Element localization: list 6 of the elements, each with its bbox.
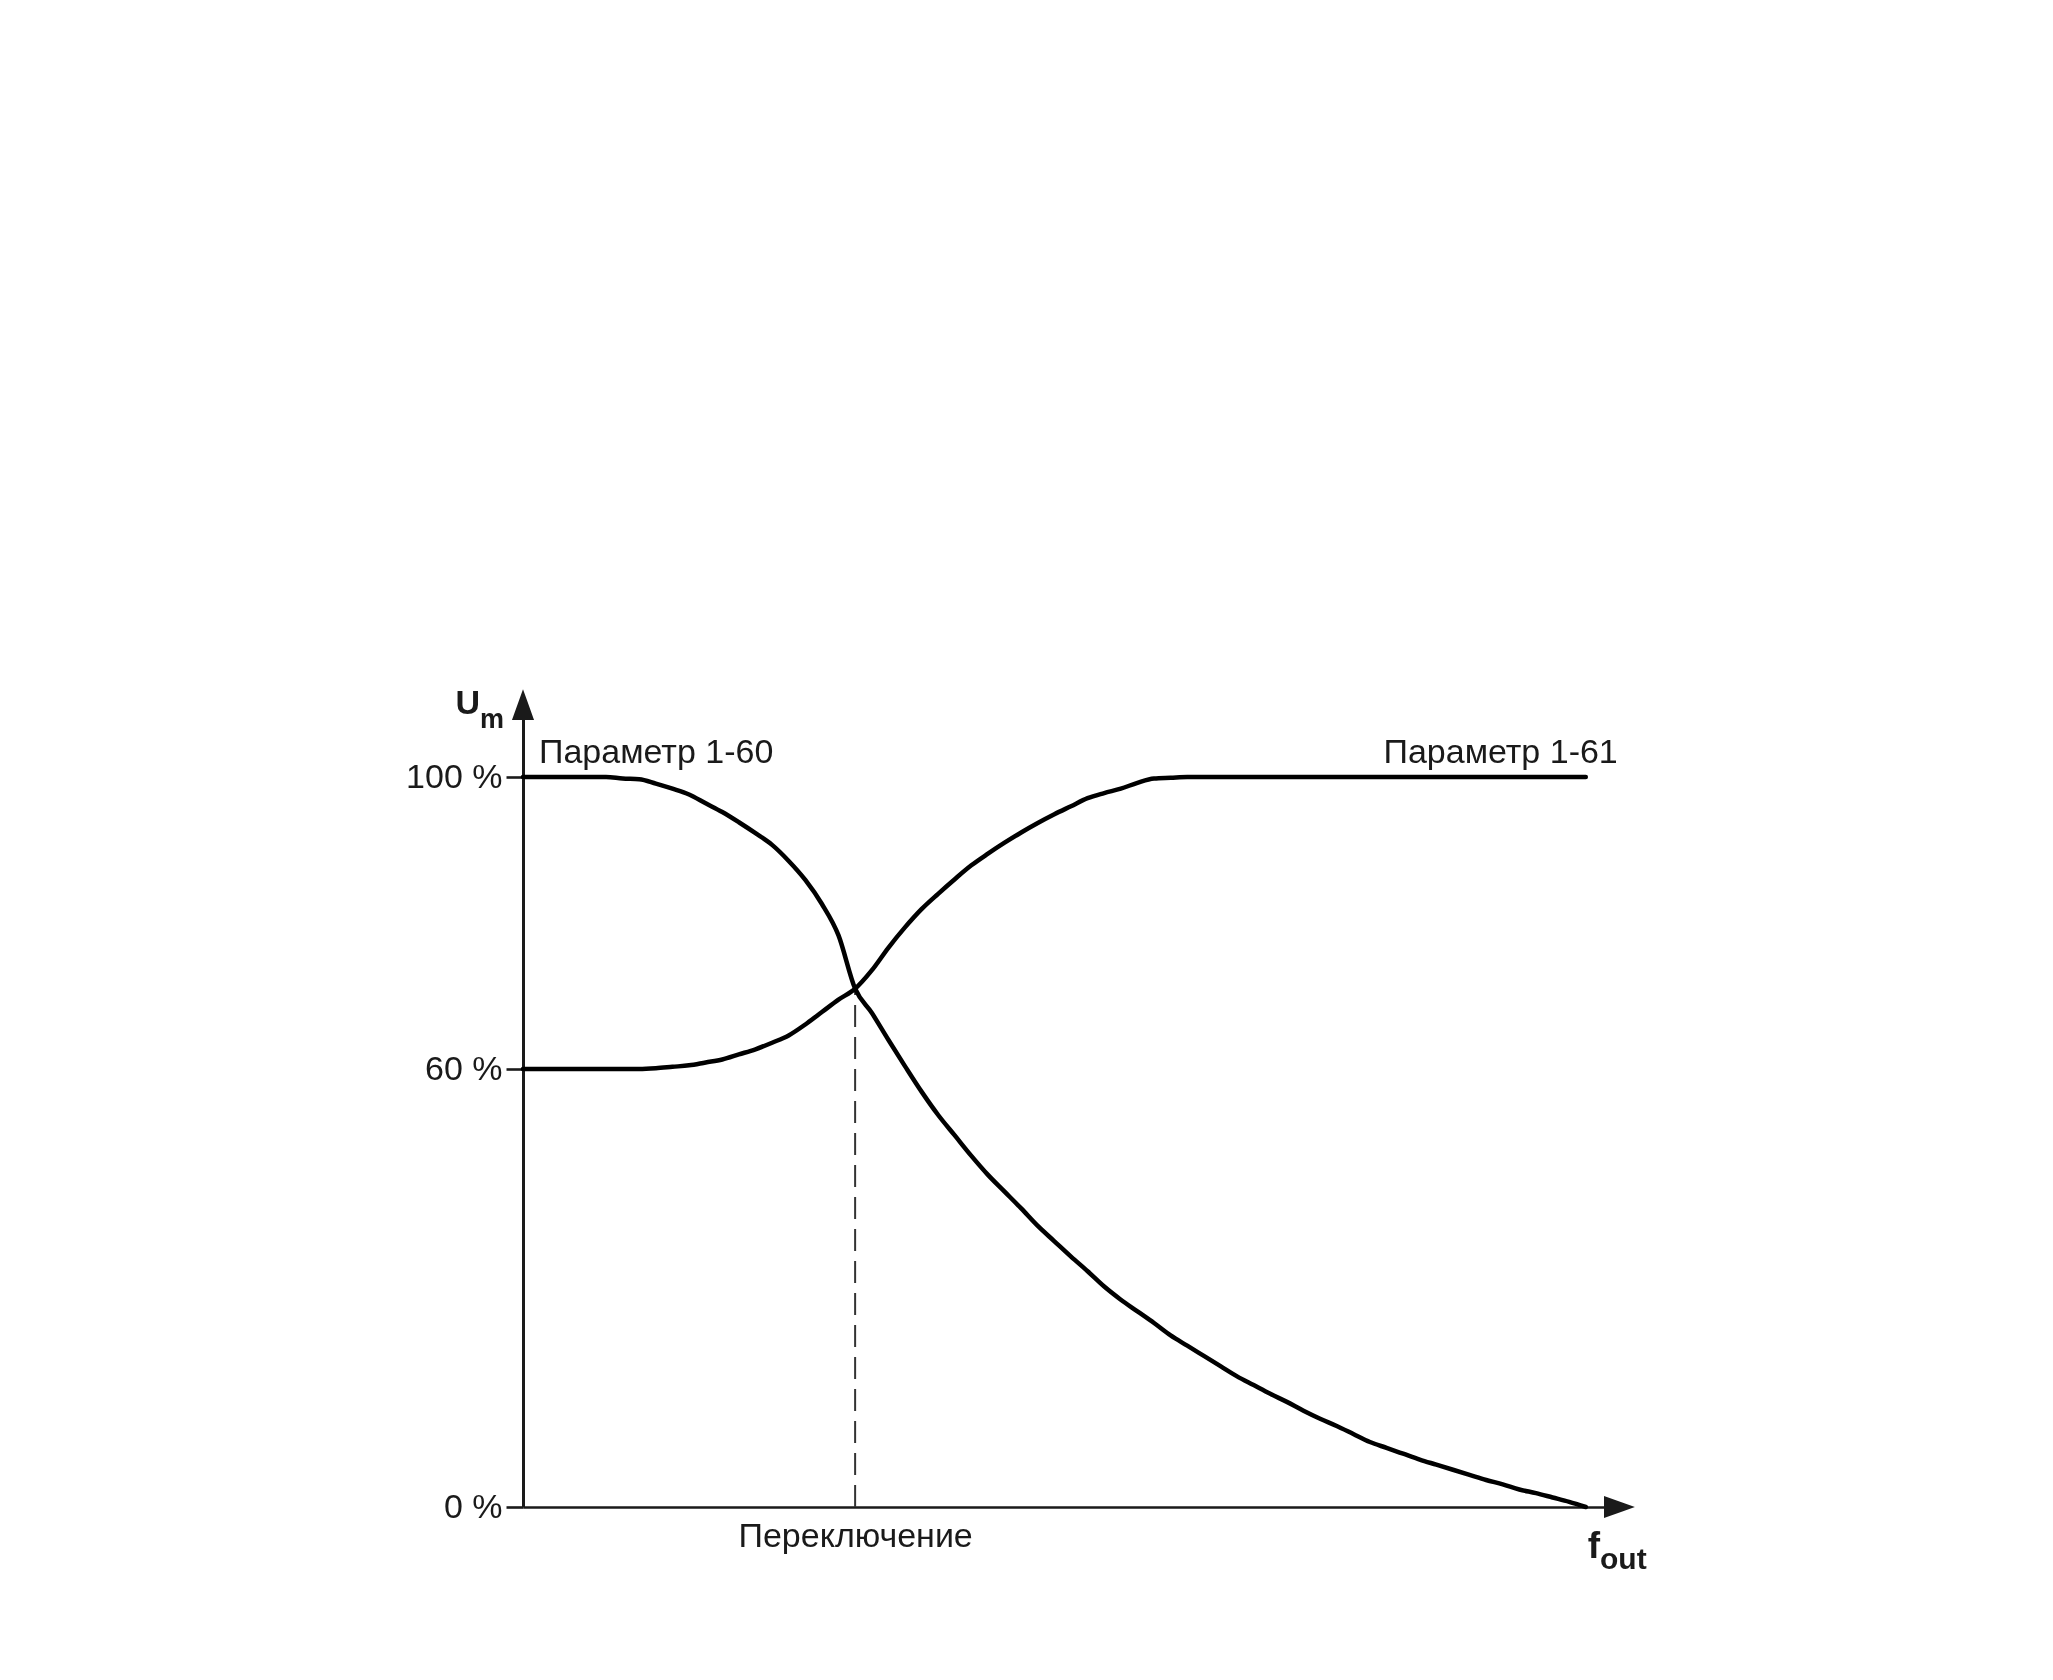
y-tick-label: 0 % (443, 1486, 503, 1525)
x-tick-label: Переключение (738, 1515, 973, 1554)
y-tick-label: 100 % (406, 756, 503, 795)
y-tick-label: 60 % (425, 1048, 503, 1087)
series-label: Параметр 1-61 (1383, 732, 1618, 770)
series-label: Параметр 1-60 (539, 732, 774, 770)
